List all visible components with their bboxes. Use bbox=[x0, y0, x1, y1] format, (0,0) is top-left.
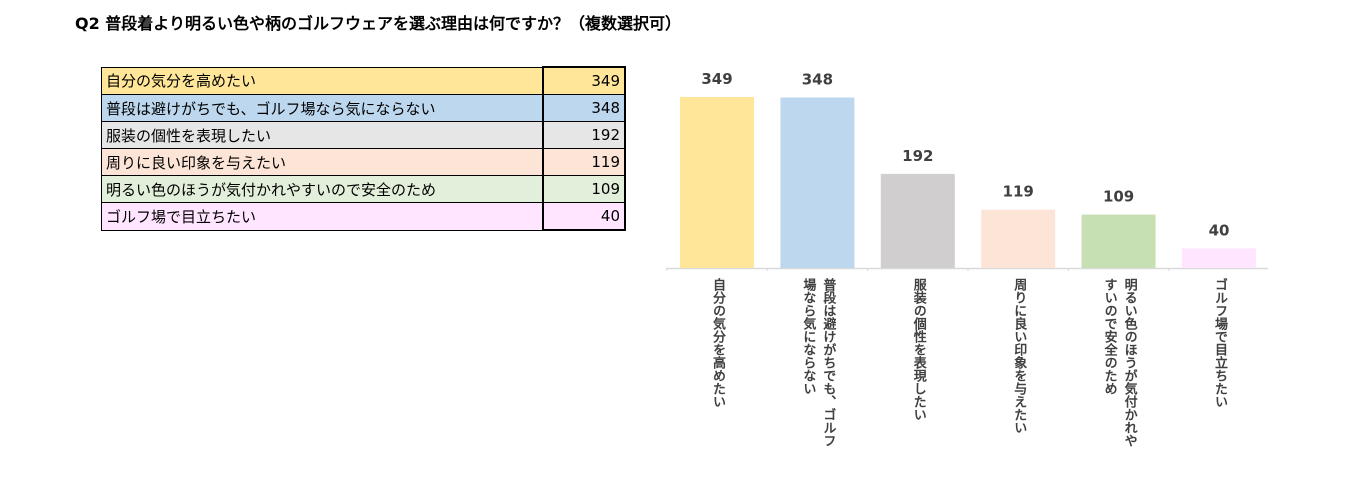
bar bbox=[981, 209, 1056, 268]
table-row-value: 40 bbox=[542, 202, 626, 231]
data-label: 109 bbox=[1103, 188, 1134, 206]
bar bbox=[1081, 214, 1156, 268]
x-tick-label: 周りに良い印象を与えたい bbox=[1011, 278, 1027, 434]
page-title: Q2 普段着より明るい色や柄のゴルフウェアを選ぶ理由は何ですか？（複数選択可） bbox=[75, 14, 681, 33]
data-label: 349 bbox=[701, 70, 732, 88]
data-label: 348 bbox=[802, 71, 833, 89]
bar bbox=[680, 97, 754, 268]
table-row-label: 周りに良い印象を与えたい bbox=[101, 148, 544, 176]
table-row: 明るい色のほうが気付かれやすいので安全のため 109 bbox=[101, 175, 626, 203]
data-table: 自分の気分を高めたい 349 普段は避けがちでも、ゴルフ場なら気にならない 348 服装… bbox=[101, 66, 626, 231]
bar bbox=[1182, 248, 1256, 268]
x-tick-label: 自分の気分を高めたい bbox=[710, 278, 725, 408]
data-label: 192 bbox=[902, 147, 933, 165]
table-row-value: 119 bbox=[542, 148, 626, 176]
bar bbox=[780, 97, 855, 268]
table-row: 周りに良い印象を与えたい 119 bbox=[101, 148, 626, 176]
table-row-value: 349 bbox=[542, 66, 626, 95]
x-tick-label: 普段は避けがちでも、ゴルフ 場なら気にならない bbox=[800, 278, 836, 447]
x-tick-label: 明るい色のほうが気付かれや すいので安全のため bbox=[1101, 278, 1137, 447]
table-row-label: 服装の個性を表現したい bbox=[101, 121, 544, 149]
table-row-label: 普段は避けがちでも、ゴルフ場なら気にならない bbox=[101, 94, 544, 122]
x-tick-label: ゴルフ場で目立ちたい bbox=[1212, 278, 1227, 408]
table-row-label: 明るい色のほうが気付かれやすいので安全のため bbox=[101, 175, 544, 203]
data-label: 119 bbox=[1003, 183, 1034, 201]
table-row: 服装の個性を表現したい 192 bbox=[101, 121, 626, 149]
table-row-value: 109 bbox=[542, 175, 626, 203]
data-label: 40 bbox=[1209, 221, 1230, 239]
table-row-value: 348 bbox=[542, 94, 626, 122]
table-row-label: ゴルフ場で目立ちたい bbox=[101, 202, 544, 231]
table-row: ゴルフ場で目立ちたい 40 bbox=[101, 202, 626, 231]
table-row: 自分の気分を高めたい 349 bbox=[101, 66, 626, 95]
bar bbox=[880, 173, 955, 268]
x-tick-label: 服装の個性を表現したい bbox=[910, 278, 926, 421]
table-row: 普段は避けがちでも、ゴルフ場なら気にならない 348 bbox=[101, 94, 626, 122]
